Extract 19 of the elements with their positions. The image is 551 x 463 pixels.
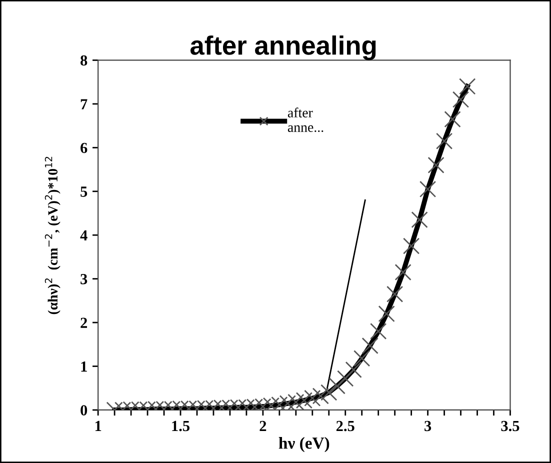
y-tick-label: 8 (80, 55, 88, 66)
x-tick-label: 3 (424, 420, 432, 432)
x-axis-title: hν (eV) (278, 437, 330, 452)
y-tick-label: 2 (80, 318, 88, 328)
chart-title: after annealing (190, 35, 376, 60)
y-tick-label: 3 (80, 274, 88, 284)
x-tick-label: 2 (260, 420, 266, 432)
y-tick-label: 5 (80, 186, 88, 197)
legend-label: after anne... (288, 108, 324, 132)
x-tick-label: 2.5 (336, 420, 354, 432)
x-tick-label: 1 (95, 420, 102, 432)
y-tick-label: 1 (81, 361, 87, 372)
x-tick-label: 3.5 (501, 420, 520, 432)
y-tick-label: 4 (80, 230, 88, 240)
y-tick-label: 6 (80, 142, 88, 154)
x-tick-label: 1.5 (172, 420, 190, 432)
y-tick-label: 7 (80, 99, 88, 110)
y-tick-label: 0 (80, 405, 88, 416)
y-axis-title: (αhν)$^{2}$ (cm$^{−2}$, (eV)$^{2}$)*10$^{12}$ (44, 156, 60, 314)
